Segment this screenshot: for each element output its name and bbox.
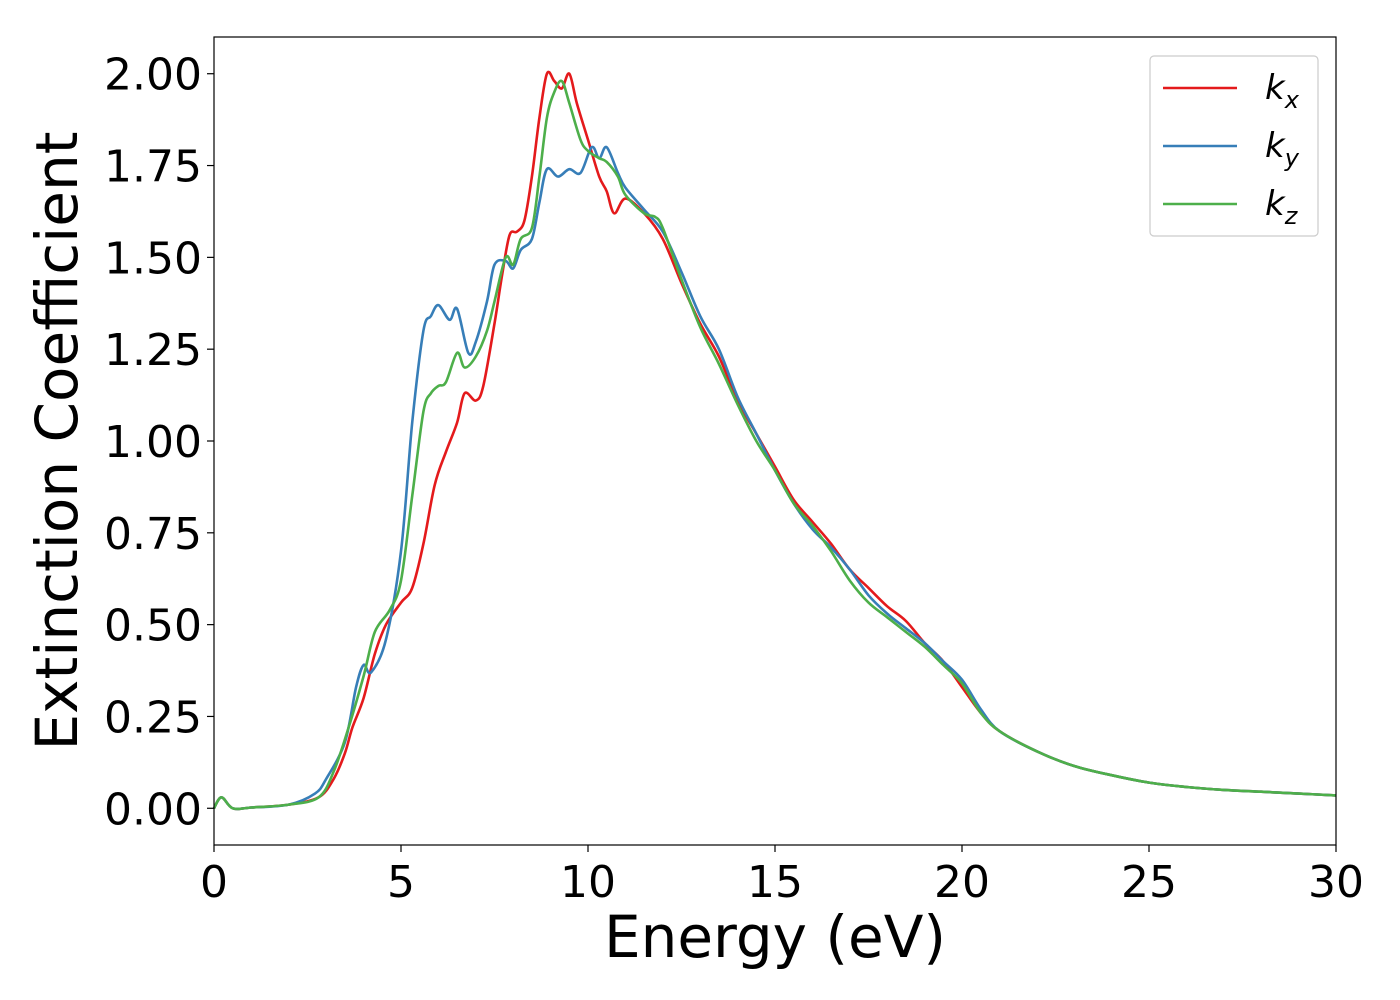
x-tick-label: 10 (560, 857, 616, 908)
y-tick-label: 1.75 (104, 142, 202, 193)
x-tick-label: 5 (387, 857, 415, 908)
x-tick-label: 20 (934, 857, 990, 908)
y-tick-label: 1.50 (104, 233, 202, 284)
series-line-k-z (212, 79, 1337, 811)
series-layer (212, 70, 1337, 811)
plot-area (214, 37, 1336, 845)
y-tick-label: 0.50 (104, 601, 202, 652)
y-axis-title: Extinction Coefficient (23, 132, 91, 751)
y-tick-label: 0.00 (104, 784, 202, 835)
x-tick-label: 15 (747, 857, 803, 908)
x-tick-label: 25 (1121, 857, 1177, 908)
legend-label-k-z: kz (1265, 184, 1299, 230)
y-axis: 0.00 0.25 0.50 0.75 1.00 1.25 1.50 1.75 2.00 (104, 50, 214, 835)
y-tick-label: 1.00 (104, 417, 202, 468)
x-axis-title: Energy (eV) (604, 903, 946, 971)
legend-label-k-y: ky (1265, 126, 1300, 172)
x-tick-label: 30 (1308, 857, 1364, 908)
y-tick-label: 1.25 (104, 325, 202, 376)
legend: kx ky kz (1149, 55, 1319, 237)
y-tick-label: 0.25 (104, 692, 202, 743)
y-tick-label: 2.00 (104, 50, 202, 101)
x-axis: 0 5 10 15 20 25 30 (200, 845, 1364, 908)
series-line-k-x (212, 70, 1337, 811)
series-line-k-y (212, 145, 1337, 811)
y-tick-label: 0.75 (104, 509, 202, 560)
x-tick-label: 0 (200, 857, 228, 908)
legend-label-k-x: kx (1265, 68, 1300, 114)
